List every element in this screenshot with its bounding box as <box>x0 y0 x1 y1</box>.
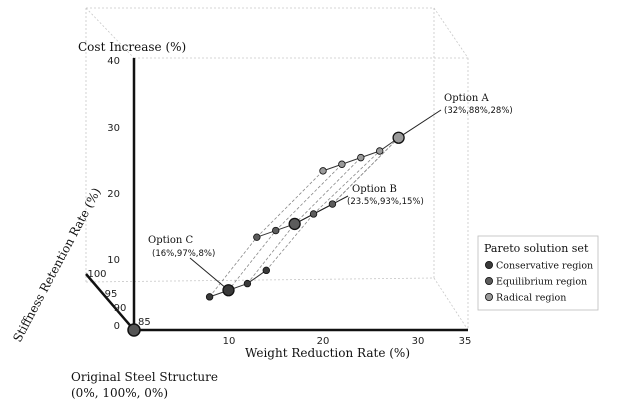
connector-segment <box>228 230 277 291</box>
connector-segment <box>265 213 314 271</box>
y-tick: 30 <box>107 123 120 134</box>
connector-segment <box>332 137 399 205</box>
option-a-callout: Option A (32%,88%,28%) <box>444 93 513 116</box>
data-point <box>243 279 252 288</box>
connector-segment <box>247 223 295 284</box>
origin-name: Original Steel Structure <box>71 370 218 384</box>
x-tick: 20 <box>317 336 330 347</box>
data-point <box>357 153 365 162</box>
z-axis-title: Stiffness Retention Rate (%) <box>10 185 103 344</box>
legend-label-equilibrium: Equilibrium region <box>496 277 587 288</box>
legend-marker-equilibrium <box>484 276 493 285</box>
z-tick: 95 <box>105 289 118 300</box>
option-b-values: (23.5%,93%,15%) <box>347 197 424 207</box>
z-tick: 90 <box>114 303 127 314</box>
chain-segment <box>247 269 267 284</box>
data-point <box>309 210 318 218</box>
axes <box>85 58 468 332</box>
data-point <box>319 167 327 175</box>
z-axis-ticks: 85 90 95 100 <box>87 269 150 328</box>
y-tick: 40 <box>107 56 120 67</box>
data-point <box>328 200 337 208</box>
legend-title: Pareto solution set <box>484 242 589 255</box>
data-point <box>205 293 214 301</box>
x-tick: 30 <box>412 336 425 347</box>
option-b-callout: Option B (23.5%,93%,15%) <box>347 184 424 207</box>
data-point <box>272 226 280 235</box>
option-a-values: (32%,88%,28%) <box>444 106 513 116</box>
connector-segment <box>275 163 343 231</box>
legend-label-radical: Radical region <box>496 293 566 304</box>
pareto-connector-lines <box>209 137 399 298</box>
option-c-values: (16%,97%,8%) <box>152 249 215 259</box>
legend-marker-conservative <box>484 260 493 269</box>
data-point <box>253 233 261 241</box>
option-leader-lines <box>189 109 442 291</box>
connector-segment <box>209 236 258 298</box>
option-leader <box>294 195 349 225</box>
origin-coords: (0%, 100%, 0%) <box>71 386 168 400</box>
option-a-name: Option A <box>444 93 489 104</box>
z-tick: 85 <box>138 317 151 328</box>
y-tick: 20 <box>107 189 120 200</box>
connector-segment <box>294 157 362 225</box>
data-point <box>338 160 346 168</box>
z-axis-line <box>85 273 135 331</box>
connector-segment <box>256 170 324 238</box>
data-points <box>205 131 405 301</box>
legend-label-conservative: Conservative region <box>496 261 593 272</box>
option-point <box>222 284 235 297</box>
option-point <box>392 131 405 144</box>
bounding-box <box>85 7 469 331</box>
option-c-name: Option C <box>148 235 193 246</box>
legend-box <box>477 235 599 311</box>
x-tick: 10 <box>223 336 236 347</box>
data-point <box>262 266 270 275</box>
y-axis-ticks: 40 30 20 10 0 <box>107 56 120 332</box>
option-b-name: Option B <box>352 184 397 195</box>
option-point <box>288 217 301 231</box>
y-tick: 0 <box>114 321 120 332</box>
connector-segment <box>313 150 380 215</box>
option-leader <box>189 257 229 291</box>
data-point <box>376 147 384 155</box>
y-axis-title: Cost Increase (%) <box>78 40 186 54</box>
option-c-callout: Option C (16%,97%,8%) <box>148 235 215 259</box>
option-leader <box>398 109 442 139</box>
y-tick: 10 <box>107 255 120 266</box>
legend: Pareto solution set Conservative region … <box>477 235 599 311</box>
origin-marker <box>127 323 141 337</box>
z-tick: 100 <box>87 269 106 280</box>
x-tick: 35 <box>459 336 472 347</box>
x-axis-title: Weight Reduction Rate (%) <box>245 346 410 360</box>
legend-marker-radical <box>484 292 493 301</box>
pareto-chain-lines <box>209 137 399 298</box>
x-axis-ticks: 10 20 30 35 <box>223 336 472 347</box>
